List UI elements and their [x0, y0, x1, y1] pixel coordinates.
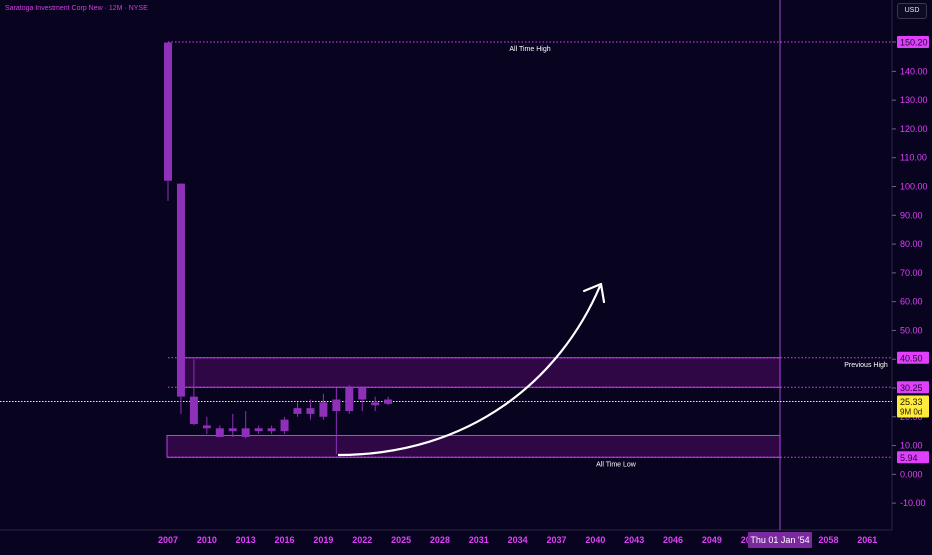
current-price-value: 25.33: [900, 397, 923, 407]
y-tick-label: 70.00: [900, 268, 923, 278]
current-price-tag: [897, 395, 929, 418]
candle-body: [371, 402, 380, 406]
candle-body: [176, 183, 185, 397]
y-tick-label: 110.00: [900, 153, 927, 163]
y-tick-label: 60.00: [900, 297, 923, 307]
x-tick-label: 2046: [663, 535, 683, 545]
y-tick-label: 0.000: [900, 469, 923, 479]
level-tag-value: 30.25: [900, 383, 923, 393]
crosshair-time-label: Thu 01 Jan '54: [750, 535, 809, 545]
y-tick-label: 120.00: [900, 124, 928, 134]
y-tick-label: -10.00: [900, 498, 926, 508]
candle-body: [384, 399, 393, 404]
x-tick-label: 2061: [857, 535, 877, 545]
candle-body: [332, 399, 341, 412]
y-tick-label: 140.00: [900, 66, 928, 76]
x-tick-label: 2022: [352, 535, 372, 545]
x-tick-label: 2007: [158, 535, 178, 545]
previous-high-label: Previous High: [844, 362, 888, 369]
level-tag: [897, 351, 929, 364]
x-tick-label: 2013: [236, 535, 256, 545]
candle-body: [358, 387, 367, 400]
y-tick-label: 80.00: [900, 239, 923, 249]
all-time-low-label: All Time Low: [596, 461, 637, 468]
candle-body: [345, 387, 354, 412]
candle-body: [189, 396, 198, 424]
x-tick-label: 2025: [391, 535, 411, 545]
candle-body: [202, 425, 211, 429]
level-tag: [897, 36, 929, 48]
y-tick-label: 90.00: [900, 210, 923, 220]
y-tick-label: 100.00: [900, 182, 928, 192]
candle-body: [319, 402, 328, 417]
x-tick-label: 2031: [469, 535, 489, 545]
candle-body: [228, 428, 237, 432]
level-tag-value: 40.50: [900, 353, 923, 363]
x-tick-label: 2034: [508, 535, 528, 545]
candle-body: [241, 428, 250, 437]
candle-body: [254, 428, 263, 432]
y-tick-label: 130.00: [900, 95, 928, 105]
supply-zone: [179, 357, 781, 388]
all-time-high-label: All Time High: [509, 46, 550, 53]
x-tick-label: 2010: [197, 535, 217, 545]
x-tick-label: 2049: [702, 535, 722, 545]
candle-body: [267, 428, 276, 432]
y-tick-label: 10.00: [900, 441, 923, 451]
x-tick-label: 2019: [313, 535, 333, 545]
level-tag-value: 5.94: [900, 453, 918, 463]
level-tag-value: 150.20: [900, 38, 928, 48]
x-tick-label: 2043: [624, 535, 644, 545]
projection-arrowhead: [582, 282, 606, 304]
x-tick-label: 2016: [275, 535, 295, 545]
projection-arrow: [337, 285, 602, 457]
candle-body: [306, 408, 315, 414]
level-tag: [897, 381, 929, 394]
symbol-title: Saratoga Investment Corp New · 12M · NYS…: [5, 5, 148, 12]
x-tick-label: 2058: [818, 535, 838, 545]
candle-body: [164, 42, 172, 181]
x-tick-label: 2028: [430, 535, 450, 545]
currency-button[interactable]: USD: [897, 3, 927, 19]
candle-body: [215, 428, 224, 437]
y-tick-label: 50.00: [900, 325, 923, 335]
x-tick-label: 2037: [546, 535, 566, 545]
level-tag: [897, 451, 929, 464]
x-tick-label: 2040: [585, 535, 605, 545]
crosshair-time-tag: [748, 532, 812, 548]
demand-zone: [166, 434, 781, 458]
candle-body: [280, 419, 289, 432]
candle-body: [293, 408, 302, 414]
bar-countdown: 9M 0d: [900, 407, 922, 416]
